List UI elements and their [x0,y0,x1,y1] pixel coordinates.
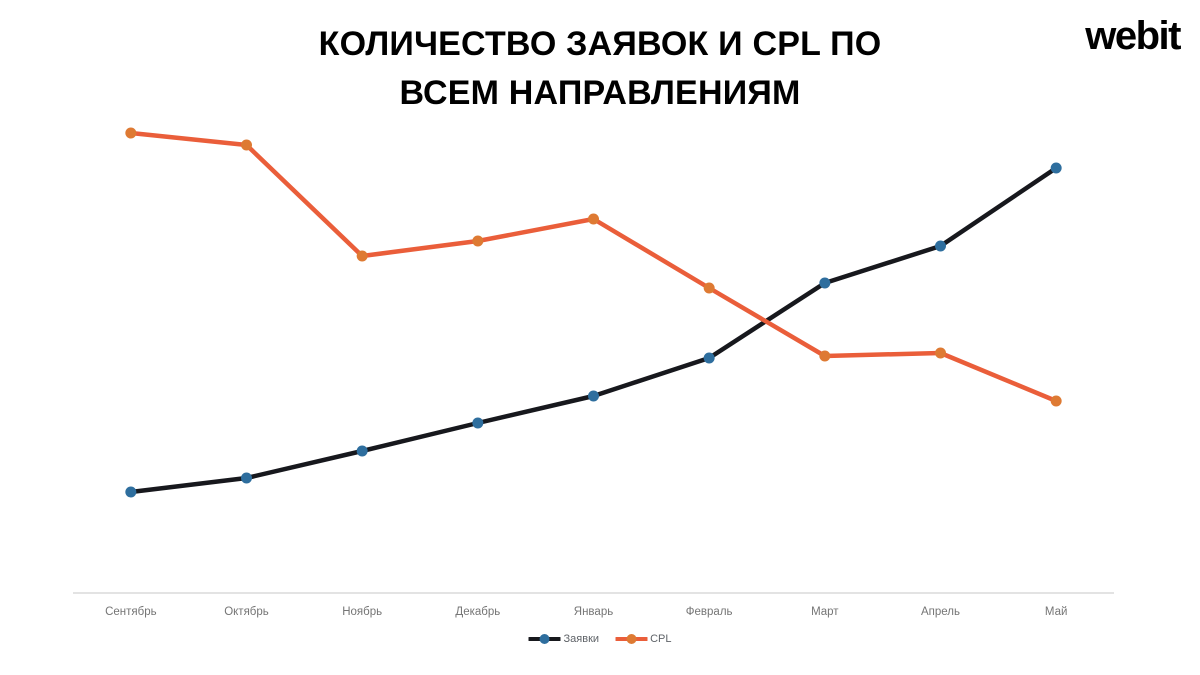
data-point [819,277,831,289]
legend-series-marker-icon [528,634,561,644]
data-point [1050,162,1062,174]
x-axis-label: Декабрь [455,606,500,618]
x-axis-label: Март [811,606,839,618]
legend-label: CPL [650,633,672,645]
data-point [935,347,946,359]
chart-title-line-2: ВСЕМ НАПРАВЛЕНИЯМ [399,74,801,112]
legend-series-marker-icon [615,634,648,644]
chart-title-line-1: КОЛИЧЕСТВО ЗАЯВОК И CPL ПО [318,25,882,63]
chart-title: КОЛИЧЕСТВО ЗАЯВОК И CPL ПО ВСЕМ НАПРАВЛЕ… [0,20,1200,118]
data-point [241,139,252,151]
chart-legend: Заявки CPL [528,633,671,645]
data-point [472,417,484,429]
data-point [703,282,715,294]
data-point [472,235,484,247]
x-axis-label: Ноябрь [342,606,382,618]
data-point [1050,395,1062,407]
x-axis-label: Май [1045,606,1068,618]
legend-item-0: Заявки [528,633,600,645]
data-point [241,472,252,484]
series-line-1 [128,130,1059,404]
data-point [588,390,599,402]
legend-label: Заявки [563,633,600,645]
x-axis-label: Сентябрь [105,606,157,618]
data-point [588,213,599,225]
data-point [356,445,368,457]
data-point [819,350,831,362]
x-axis-label: Январь [574,606,613,618]
x-axis-label: Февраль [686,606,733,618]
x-axis-label: Апрель [921,606,960,618]
data-point [935,240,946,252]
data-point [125,127,137,139]
x-axis-label: Октябрь [224,606,269,618]
data-point [356,250,368,262]
data-point [125,486,137,498]
data-point [703,352,715,364]
webit-logo: webit [1085,14,1181,58]
legend-item-1: CPL [615,633,671,645]
